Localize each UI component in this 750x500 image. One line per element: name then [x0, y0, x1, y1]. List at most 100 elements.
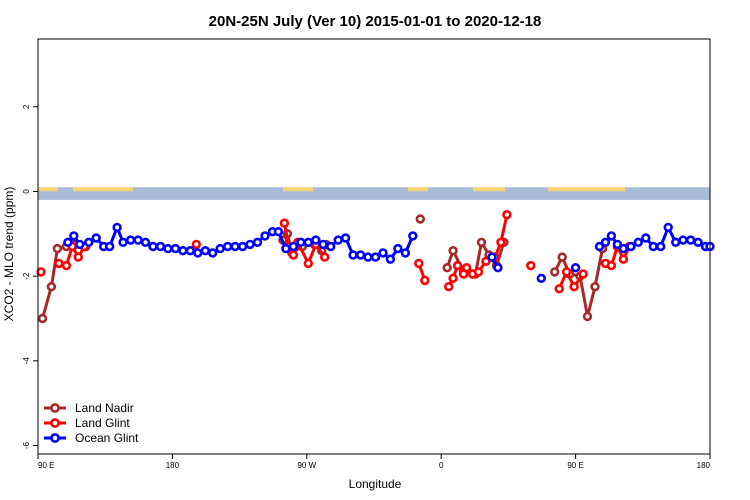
plot-frame: [37, 38, 711, 455]
data-point-ocean-glint: [118, 237, 128, 248]
data-point-ocean-glint: [612, 239, 623, 250]
data-point-land-nadir: [590, 282, 600, 292]
data-point-ocean-glint: [155, 241, 166, 252]
data-point-ocean-glint: [148, 241, 158, 252]
data-point-land-glint: [578, 269, 588, 279]
land-strip-segment: [408, 187, 428, 192]
legend-label: Land Nadir: [75, 401, 134, 415]
legend-item-ocean-glint: Ocean Glint: [44, 431, 139, 445]
legend-item-land-nadir: Land Nadir: [44, 401, 134, 415]
data-point-land-glint: [496, 237, 506, 248]
legend-item-land-glint: Land Glint: [44, 416, 130, 430]
data-point-ocean-glint: [400, 248, 411, 258]
data-point-ocean-glint: [303, 237, 313, 248]
data-point-land-nadir: [582, 311, 593, 322]
data-point-ocean-glint: [288, 241, 299, 252]
series-line-land-glint: [557, 270, 585, 290]
data-point-land-nadir: [442, 263, 452, 273]
data-point-ocean-glint: [408, 231, 418, 241]
data-point-ocean-glint: [663, 222, 673, 233]
data-point-ocean-glint: [693, 237, 703, 248]
data-point-ocean-glint: [385, 254, 396, 264]
ocean-strip: [38, 187, 710, 200]
data-point-ocean-glint: [618, 243, 629, 254]
data-point-ocean-glint: [215, 243, 225, 254]
data-point-ocean-glint: [133, 235, 143, 245]
data-point-ocean-glint: [633, 237, 643, 248]
data-point-ocean-glint: [163, 243, 173, 254]
plot-area: [36, 187, 715, 324]
data-point-ocean-glint: [340, 233, 351, 243]
data-point-ocean-glint: [678, 235, 688, 245]
data-point-ocean-glint: [594, 241, 605, 252]
data-point-ocean-glint: [245, 239, 255, 250]
data-point-land-glint: [606, 260, 617, 271]
data-point-ocean-glint: [75, 239, 85, 250]
data-point-land-glint: [54, 258, 64, 269]
data-point-land-nadir: [415, 214, 425, 224]
data-point-land-nadir: [448, 246, 458, 256]
data-point-ocean-glint: [140, 237, 151, 248]
data-point-land-nadir: [557, 252, 567, 262]
land-strip-segment: [283, 187, 313, 192]
data-point-ocean-glint: [326, 241, 336, 252]
legend-marker: [50, 418, 60, 428]
land-strip-segment: [38, 187, 58, 192]
data-point-ocean-glint: [378, 248, 388, 258]
legend-label: Ocean Glint: [75, 431, 139, 445]
y-tick-label: -4: [22, 357, 31, 365]
data-point-ocean-glint: [230, 241, 240, 252]
data-point-land-glint: [461, 263, 472, 273]
y-tick-label: 0: [22, 189, 31, 194]
legend-marker: [50, 403, 60, 413]
land-strip-segment: [548, 187, 625, 192]
data-point-ocean-glint: [185, 246, 196, 256]
data-point-land-nadir: [476, 237, 487, 248]
y-tick-label: -2: [22, 272, 31, 280]
data-point-ocean-glint: [91, 233, 101, 243]
x-tick-label: 180: [166, 461, 180, 470]
data-point-land-glint: [61, 260, 72, 271]
x-tick-label: 90 W: [297, 461, 316, 470]
data-point-land-glint: [73, 252, 84, 262]
data-point-ocean-glint: [252, 237, 263, 248]
y-tick-label: 2: [22, 104, 31, 109]
data-point-land-nadir: [37, 313, 48, 324]
data-point-ocean-glint: [104, 241, 115, 252]
data-point-ocean-glint: [208, 248, 218, 258]
axes: 90 E 180 90 W 0 90 E 180 2 0 -2 -4 -6: [22, 104, 711, 470]
legend-marker: [50, 433, 60, 443]
data-point-land-glint: [618, 254, 629, 264]
data-point-ocean-glint: [200, 246, 211, 256]
data-point-ocean-glint: [318, 239, 328, 250]
data-point-ocean-glint: [536, 273, 546, 283]
x-tick-label: 0: [439, 461, 444, 470]
data-point-ocean-glint: [223, 241, 233, 252]
data-point-ocean-glint: [273, 227, 284, 237]
series-ocean-glint: [63, 222, 715, 283]
data-point-ocean-glint: [193, 248, 203, 258]
data-point-ocean-glint: [348, 250, 358, 260]
data-point-land-glint: [481, 256, 491, 266]
data-point-land-glint: [320, 252, 330, 262]
data-point-land-glint: [279, 218, 290, 228]
data-point-land-glint: [36, 267, 46, 277]
data-point-ocean-glint: [260, 231, 270, 241]
data-point-ocean-glint: [655, 241, 666, 252]
data-point-ocean-glint: [606, 231, 617, 241]
data-point-ocean-glint: [333, 235, 343, 245]
data-point-ocean-glint: [281, 243, 291, 254]
data-point-ocean-glint: [125, 235, 136, 245]
data-point-ocean-glint: [626, 241, 636, 252]
land-strip-segment: [73, 187, 133, 192]
data-point-land-nadir: [549, 267, 560, 277]
data-point-ocean-glint: [363, 252, 373, 262]
data-point-land-glint: [444, 282, 454, 292]
data-point-land-glint: [448, 273, 458, 283]
data-point-land-nadir: [52, 243, 63, 254]
data-point-ocean-glint: [393, 243, 403, 254]
data-point-ocean-glint: [570, 263, 581, 273]
data-point-land-glint: [561, 267, 572, 277]
data-point-ocean-glint: [69, 231, 79, 241]
